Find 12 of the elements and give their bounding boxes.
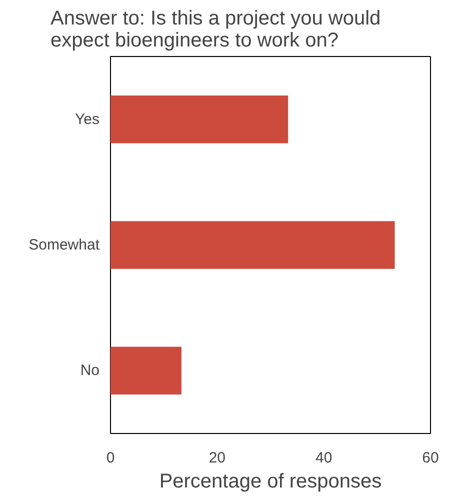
bar xyxy=(110,346,182,395)
bar xyxy=(110,95,288,144)
y-tick-label: Yes xyxy=(75,110,100,128)
chart-title: Answer to: Is this a project you would expect bioengineers to work on? xyxy=(50,8,381,52)
x-tick-label: 60 xyxy=(422,450,439,466)
y-tick-label: No xyxy=(80,362,100,380)
x-tick-label: 20 xyxy=(208,450,226,466)
x-tick-label: 0 xyxy=(106,450,115,466)
y-tick-label: Somewhat xyxy=(28,236,100,254)
x-axis-title: Percentage of responses xyxy=(159,470,382,492)
x-tick-label: 40 xyxy=(315,450,332,466)
bar xyxy=(110,221,395,269)
